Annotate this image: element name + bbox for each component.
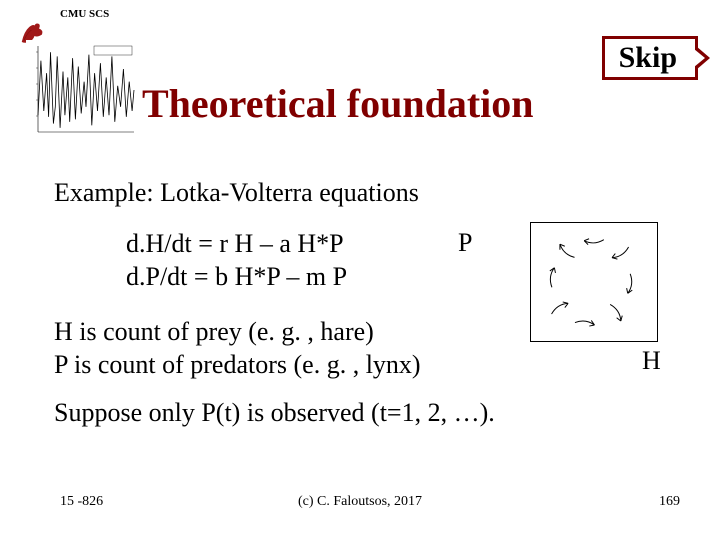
suppose-text: Suppose only P(t) is observed (t=1, 2, …… [54, 398, 495, 428]
equation-1: d.H/dt = r H – a H*P [126, 228, 347, 261]
footer-copyright: (c) C. Faloutsos, 2017 [298, 494, 422, 510]
equation-2: d.P/dt = b H*P – m P [126, 261, 347, 294]
header-label: CMU SCS [60, 8, 109, 20]
skip-button[interactable]: Skip [602, 36, 698, 80]
y-axis-label: P [458, 228, 472, 258]
equations-block: d.H/dt = r H – a H*P d.P/dt = b H*P – m … [126, 228, 347, 293]
x-axis-label: H [642, 346, 661, 376]
description-block: H is count of prey (e. g. , hare) P is c… [54, 316, 421, 381]
example-text: Example: Lotka-Volterra equations [54, 178, 419, 208]
footer-course: 15 -826 [60, 494, 103, 510]
description-line-1: H is count of prey (e. g. , hare) [54, 316, 421, 349]
description-line-2: P is count of predators (e. g. , lynx) [54, 349, 421, 382]
phase-portrait [530, 222, 658, 342]
footer-page-number: 169 [659, 494, 680, 510]
page-title: Theoretical foundation [142, 80, 534, 127]
thumbnail-linechart [26, 40, 138, 140]
